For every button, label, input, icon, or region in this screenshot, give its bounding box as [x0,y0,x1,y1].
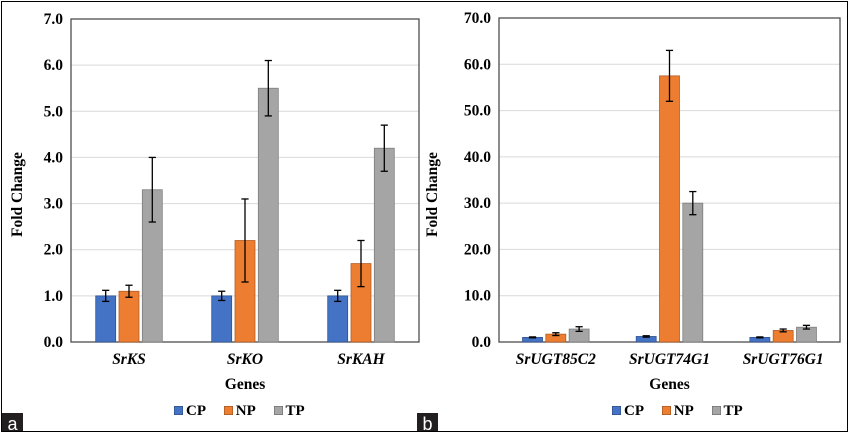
svg-text:6.0: 6.0 [44,57,64,74]
svg-text:30.0: 30.0 [464,195,491,212]
svg-text:SrUGT85C2: SrUGT85C2 [516,351,596,368]
svg-text:50.0: 50.0 [464,103,491,120]
svg-text:5.0: 5.0 [44,103,64,120]
svg-text:3.0: 3.0 [44,196,64,213]
svg-text:70.0: 70.0 [464,10,491,27]
svg-text:SrKS: SrKS [112,351,146,368]
svg-text:60.0: 60.0 [464,56,491,73]
svg-text:1.0: 1.0 [44,288,64,305]
svg-text:SrUGT74G1: SrUGT74G1 [629,351,710,368]
svg-text:4.0: 4.0 [44,149,64,166]
svg-text:SrUGT76G1: SrUGT76G1 [743,351,824,368]
svg-text:20.0: 20.0 [464,241,491,258]
svg-text:10.0: 10.0 [464,288,491,305]
svg-text:SrKO: SrKO [227,351,263,368]
svg-text:40.0: 40.0 [464,149,491,166]
svg-text:0.0: 0.0 [472,334,492,351]
svg-text:SrKAH: SrKAH [337,351,385,368]
svg-text:7.0: 7.0 [44,11,64,28]
svg-text:2.0: 2.0 [44,242,64,259]
svg-text:0.0: 0.0 [44,334,64,351]
